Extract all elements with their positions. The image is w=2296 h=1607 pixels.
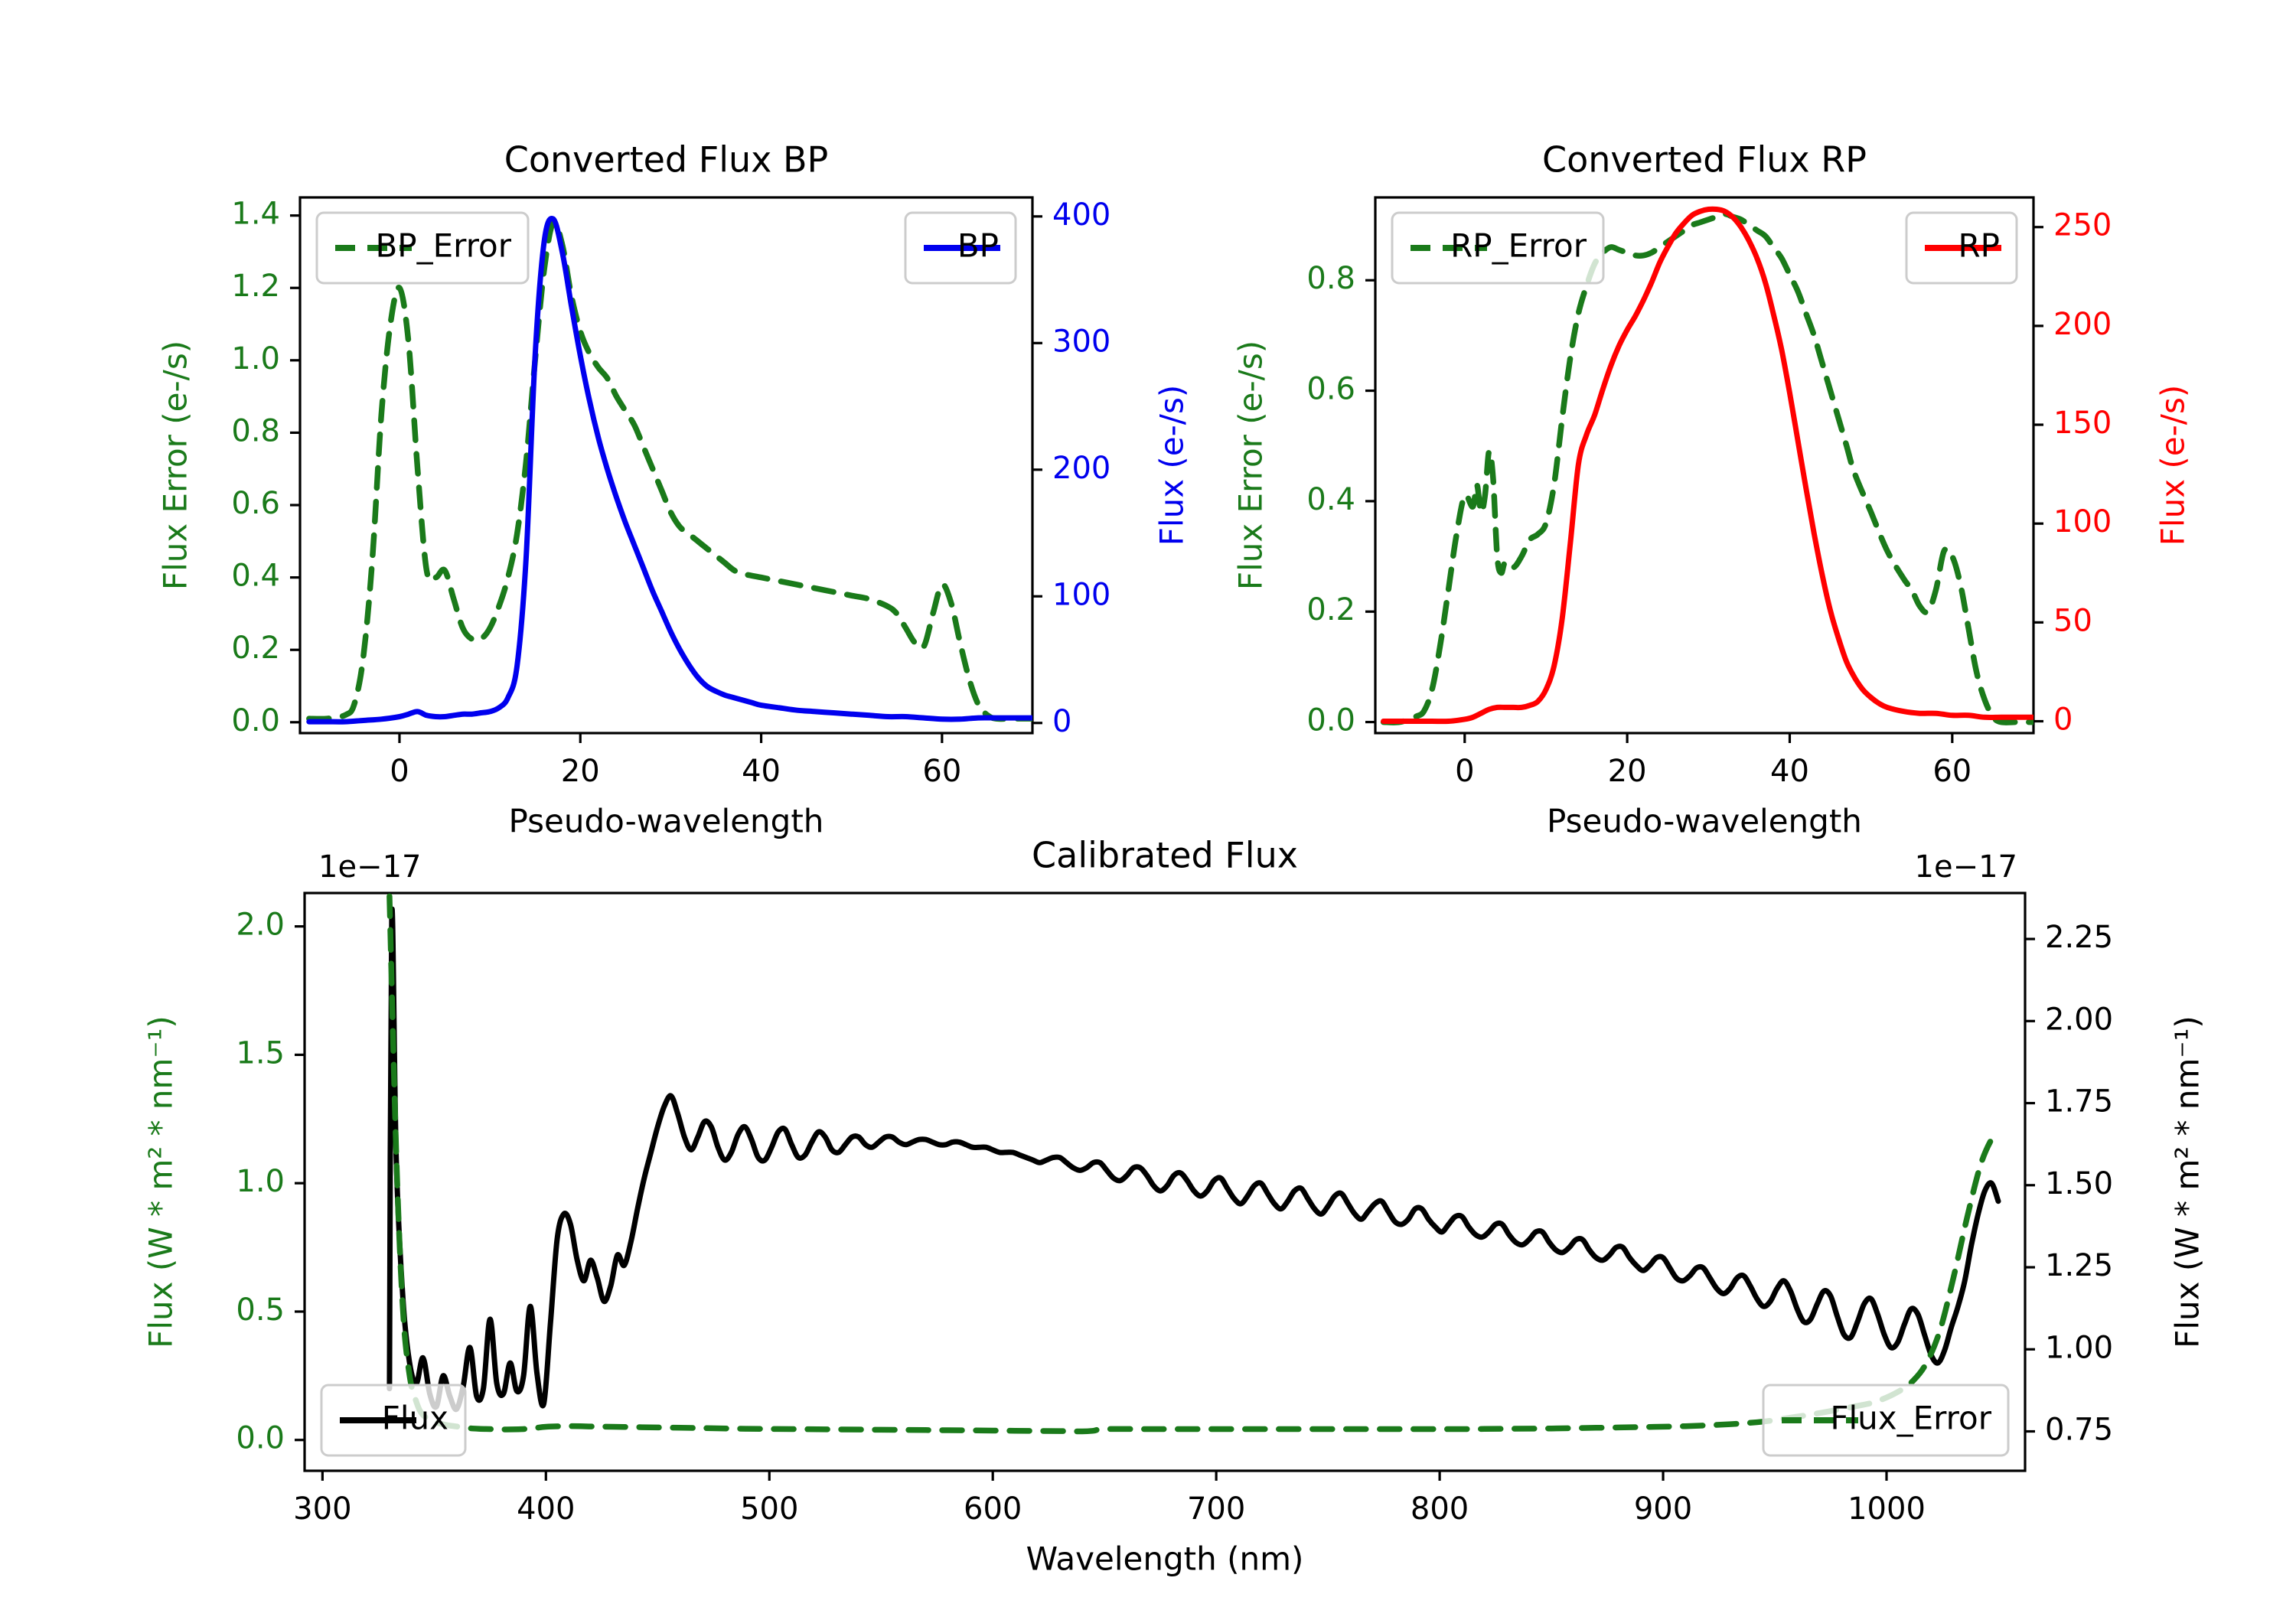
x-tick-label: 300 — [293, 1491, 351, 1527]
chart-title: Calibrated Flux — [1032, 835, 1298, 876]
y-axis-label-right: Flux (e-/s) — [2154, 385, 2192, 546]
y-tick-label-right: 200 — [2053, 307, 2112, 342]
legend-label: BP — [957, 227, 999, 265]
legend-label: Flux_Error — [1830, 1400, 1991, 1437]
y-axis-label-right: Flux (W * m² * nm⁻¹) — [2169, 1015, 2206, 1348]
legend-bp: BP — [904, 211, 1017, 285]
series-bp-error — [306, 219, 1032, 722]
x-tick-label: 700 — [1187, 1491, 1245, 1527]
y-tick-label-right: 0 — [2053, 702, 2073, 738]
y-tick-label-left: 2.0 — [236, 908, 285, 943]
y-tick-label-right: 0.75 — [2045, 1413, 2113, 1448]
plot-area — [386, 893, 2001, 1435]
y-tick-label-right: 400 — [1052, 197, 1110, 233]
y-tick-label-left: 0.8 — [231, 413, 280, 448]
y-tick-label-right: 2.00 — [2045, 1002, 2113, 1037]
legend-box — [1762, 1384, 2010, 1457]
x-axis-label: Pseudo-wavelength — [509, 803, 824, 840]
x-tick-label: 500 — [740, 1491, 798, 1527]
legend-label: RP_Error — [1450, 227, 1587, 265]
x-tick-label: 40 — [742, 754, 781, 789]
y-tick-label-left: 0.2 — [231, 631, 280, 666]
x-tick-label: 60 — [922, 754, 961, 789]
y-tick-label-right: 1.00 — [2045, 1330, 2113, 1365]
series-bp — [306, 216, 1032, 725]
x-axis-label: Pseudo-wavelength — [1547, 803, 1862, 840]
y-tick-label-left: 0.8 — [1306, 261, 1355, 296]
x-tick-label: 1000 — [1848, 1491, 1926, 1527]
y-tick-label-right: 200 — [1052, 451, 1110, 486]
legend-box — [1391, 211, 1605, 285]
y-tick-label-left: 0.0 — [231, 703, 280, 738]
plot-frame — [303, 892, 2027, 1472]
y-offset-right: 1e−17 — [1915, 849, 2017, 885]
legend-box — [315, 211, 530, 285]
legend-rp: RP — [1905, 211, 2018, 285]
chart-title: Converted Flux BP — [504, 139, 829, 181]
x-tick-label: 400 — [517, 1491, 575, 1527]
plot-area — [1380, 206, 2033, 725]
y-tick-label-right: 100 — [2053, 504, 2112, 539]
y-tick-label-left: 0.5 — [236, 1292, 285, 1328]
plot-area — [306, 216, 1032, 725]
y-tick-label-right: 300 — [1052, 324, 1110, 359]
y-tick-label-right: 50 — [2053, 603, 2092, 638]
y-tick-label-left: 1.4 — [231, 197, 280, 232]
x-tick-label: 0 — [1455, 754, 1474, 789]
y-tick-label-left: 1.0 — [236, 1164, 285, 1199]
y-axis-label-left: Flux (W * m² * nm⁻¹) — [142, 1015, 180, 1348]
chart-converted-flux-bp: 0 20 40 60 Pseudo-wavelength 0.0 0.2 0.4 0.6 0.8 1… — [157, 139, 1191, 840]
series-rp — [1381, 206, 2033, 725]
y-tick-label-right: 1.50 — [2045, 1166, 2113, 1201]
y-tick-label-right: 1.25 — [2045, 1248, 2113, 1283]
y-tick-label-left: 0.6 — [1306, 372, 1355, 407]
y-tick-label-left: 0.4 — [1306, 482, 1355, 517]
plot-frame — [1374, 196, 2035, 735]
y-tick-label-right: 1.75 — [2045, 1084, 2113, 1120]
y-axis-label-left: Flux Error (e-/s) — [157, 341, 194, 590]
y-tick-label-left: 0.4 — [231, 559, 280, 594]
x-tick-label: 0 — [390, 754, 409, 789]
x-tick-label: 900 — [1634, 1491, 1692, 1527]
legend-flux-error: Flux_Error — [1762, 1384, 2010, 1457]
y-tick-label-left: 1.2 — [231, 269, 280, 304]
legend-label: BP_Error — [375, 227, 511, 265]
x-axis-label: Wavelength (nm) — [1026, 1540, 1304, 1578]
x-tick-label: 800 — [1411, 1491, 1469, 1527]
x-tick-label: 20 — [1608, 754, 1647, 789]
x-tick-label: 600 — [964, 1491, 1022, 1527]
x-tick-label: 20 — [561, 754, 600, 789]
legend-rp-error: RP_Error — [1391, 211, 1605, 285]
series-rp-error — [1380, 210, 2033, 725]
series-flux-error — [386, 893, 2001, 1435]
legend-bp-error: BP_Error — [315, 211, 530, 285]
plot-frame — [298, 196, 1034, 735]
y-offset-left: 1e−17 — [318, 849, 421, 885]
chart-converted-flux-rp: 0 20 40 60 Pseudo-wavelength 0.0 0.2 0.4 0.6 0.8 F… — [1232, 139, 2192, 840]
y-tick-label-right: 0 — [1052, 704, 1071, 739]
y-tick-label-left: 0.6 — [231, 486, 280, 521]
series-flux — [386, 906, 2001, 1413]
y-tick-label-right: 100 — [1052, 577, 1110, 612]
y-tick-label-right: 150 — [2053, 406, 2112, 441]
legend-label: Flux — [382, 1400, 448, 1437]
y-tick-label-left: 0.2 — [1306, 592, 1355, 627]
x-tick-label: 40 — [1770, 754, 1809, 789]
y-tick-label-left: 0.0 — [236, 1421, 285, 1456]
legend-flux: Flux — [320, 1384, 467, 1457]
y-tick-label-left: 0.0 — [1306, 703, 1355, 738]
y-tick-label-right: 250 — [2053, 208, 2112, 243]
x-tick-label: 60 — [1932, 754, 1971, 789]
y-tick-label-left: 1.5 — [236, 1035, 285, 1071]
y-tick-label-right: 2.25 — [2045, 920, 2113, 955]
legend-label: RP — [1958, 227, 2000, 265]
chart-title: Converted Flux RP — [1542, 139, 1867, 181]
y-axis-label-right: Flux (e-/s) — [1153, 385, 1191, 546]
y-axis-label-left: Flux Error (e-/s) — [1232, 341, 1270, 590]
y-tick-label-left: 1.0 — [231, 341, 280, 376]
chart-calibrated-flux: 300 400 500 600 700 800 900 1000 Wavelength (nm)… — [142, 835, 2206, 1578]
